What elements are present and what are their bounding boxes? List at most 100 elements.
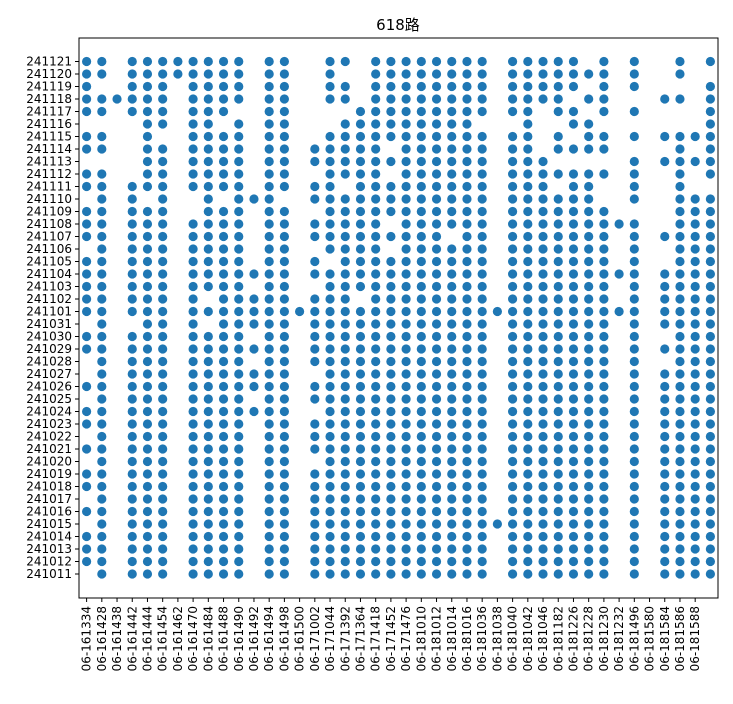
data-point bbox=[553, 531, 563, 542]
data-point bbox=[234, 481, 244, 492]
data-point bbox=[310, 531, 320, 542]
data-point bbox=[82, 531, 92, 542]
x-tick-label: 06-171476 bbox=[399, 606, 413, 671]
data-point bbox=[127, 394, 137, 404]
data-point bbox=[462, 381, 472, 392]
data-point bbox=[477, 369, 487, 379]
data-point bbox=[188, 519, 198, 529]
data-point bbox=[431, 281, 442, 292]
data-point bbox=[97, 406, 107, 417]
data-point bbox=[127, 369, 137, 379]
data-point bbox=[158, 369, 168, 379]
x-tick-label: 06-161492 bbox=[247, 606, 261, 671]
data-point bbox=[660, 444, 670, 454]
data-point bbox=[705, 206, 715, 217]
data-point bbox=[188, 481, 198, 492]
data-point bbox=[447, 531, 457, 542]
data-point bbox=[310, 494, 320, 504]
data-point bbox=[97, 219, 107, 229]
data-point bbox=[523, 381, 533, 392]
data-point bbox=[508, 356, 518, 367]
data-point bbox=[462, 131, 472, 142]
data-point bbox=[371, 456, 381, 467]
data-point bbox=[279, 431, 289, 442]
data-point bbox=[431, 194, 442, 204]
data-point bbox=[249, 381, 259, 392]
data-point bbox=[142, 406, 153, 417]
data-point bbox=[705, 406, 715, 417]
data-point bbox=[508, 431, 518, 442]
data-point bbox=[203, 444, 213, 454]
data-point bbox=[523, 169, 533, 179]
data-point bbox=[386, 531, 396, 542]
data-point bbox=[340, 56, 350, 67]
data-point bbox=[553, 206, 563, 217]
data-point bbox=[431, 331, 442, 342]
data-point bbox=[401, 269, 411, 279]
data-point bbox=[371, 481, 381, 492]
data-point bbox=[599, 444, 609, 454]
data-point bbox=[523, 319, 533, 329]
data-point bbox=[538, 344, 548, 354]
data-point bbox=[264, 244, 274, 254]
data-point bbox=[508, 131, 518, 142]
data-point bbox=[538, 519, 548, 529]
data-point bbox=[462, 94, 472, 104]
data-point bbox=[279, 81, 289, 92]
data-point bbox=[599, 269, 609, 279]
data-point bbox=[249, 344, 259, 354]
data-point bbox=[568, 394, 579, 404]
data-point bbox=[142, 519, 153, 529]
data-point bbox=[568, 444, 579, 454]
data-point bbox=[371, 556, 381, 567]
data-point bbox=[705, 319, 715, 329]
data-point bbox=[675, 194, 685, 204]
x-tick-label: 06-161334 bbox=[80, 606, 94, 671]
data-point bbox=[371, 206, 381, 217]
data-point bbox=[203, 106, 213, 117]
data-point bbox=[355, 456, 366, 467]
data-point bbox=[508, 406, 518, 417]
data-point bbox=[218, 131, 229, 142]
data-point bbox=[568, 531, 579, 542]
data-point bbox=[538, 194, 548, 204]
data-point bbox=[705, 56, 715, 67]
data-point bbox=[142, 181, 153, 192]
data-point bbox=[325, 531, 335, 542]
data-point bbox=[675, 294, 685, 304]
data-point bbox=[97, 456, 107, 467]
data-point bbox=[538, 444, 548, 454]
data-point bbox=[477, 106, 487, 117]
data-point bbox=[340, 544, 350, 554]
data-point bbox=[553, 81, 563, 92]
data-point bbox=[523, 294, 533, 304]
data-point bbox=[188, 494, 198, 504]
data-point bbox=[127, 531, 137, 542]
y-tick-label: 241106 bbox=[26, 242, 72, 256]
data-point bbox=[355, 144, 366, 154]
data-point bbox=[264, 369, 274, 379]
data-point bbox=[142, 456, 153, 467]
data-point bbox=[371, 531, 381, 542]
data-point bbox=[416, 181, 426, 192]
data-point bbox=[584, 369, 594, 379]
data-point bbox=[584, 231, 594, 242]
data-point bbox=[401, 131, 411, 142]
data-point bbox=[234, 131, 244, 142]
data-point bbox=[127, 256, 137, 267]
data-point bbox=[690, 156, 700, 167]
data-point bbox=[264, 381, 274, 392]
data-point bbox=[705, 144, 715, 154]
data-point bbox=[690, 531, 700, 542]
data-point bbox=[584, 281, 594, 292]
data-point bbox=[431, 219, 442, 229]
y-tick-label: 241114 bbox=[26, 142, 72, 156]
data-point bbox=[127, 331, 137, 342]
data-point bbox=[599, 394, 609, 404]
data-point bbox=[218, 394, 229, 404]
data-point bbox=[97, 94, 107, 104]
data-point bbox=[538, 556, 548, 567]
data-point bbox=[568, 244, 579, 254]
data-point bbox=[584, 244, 594, 254]
data-point bbox=[584, 556, 594, 567]
